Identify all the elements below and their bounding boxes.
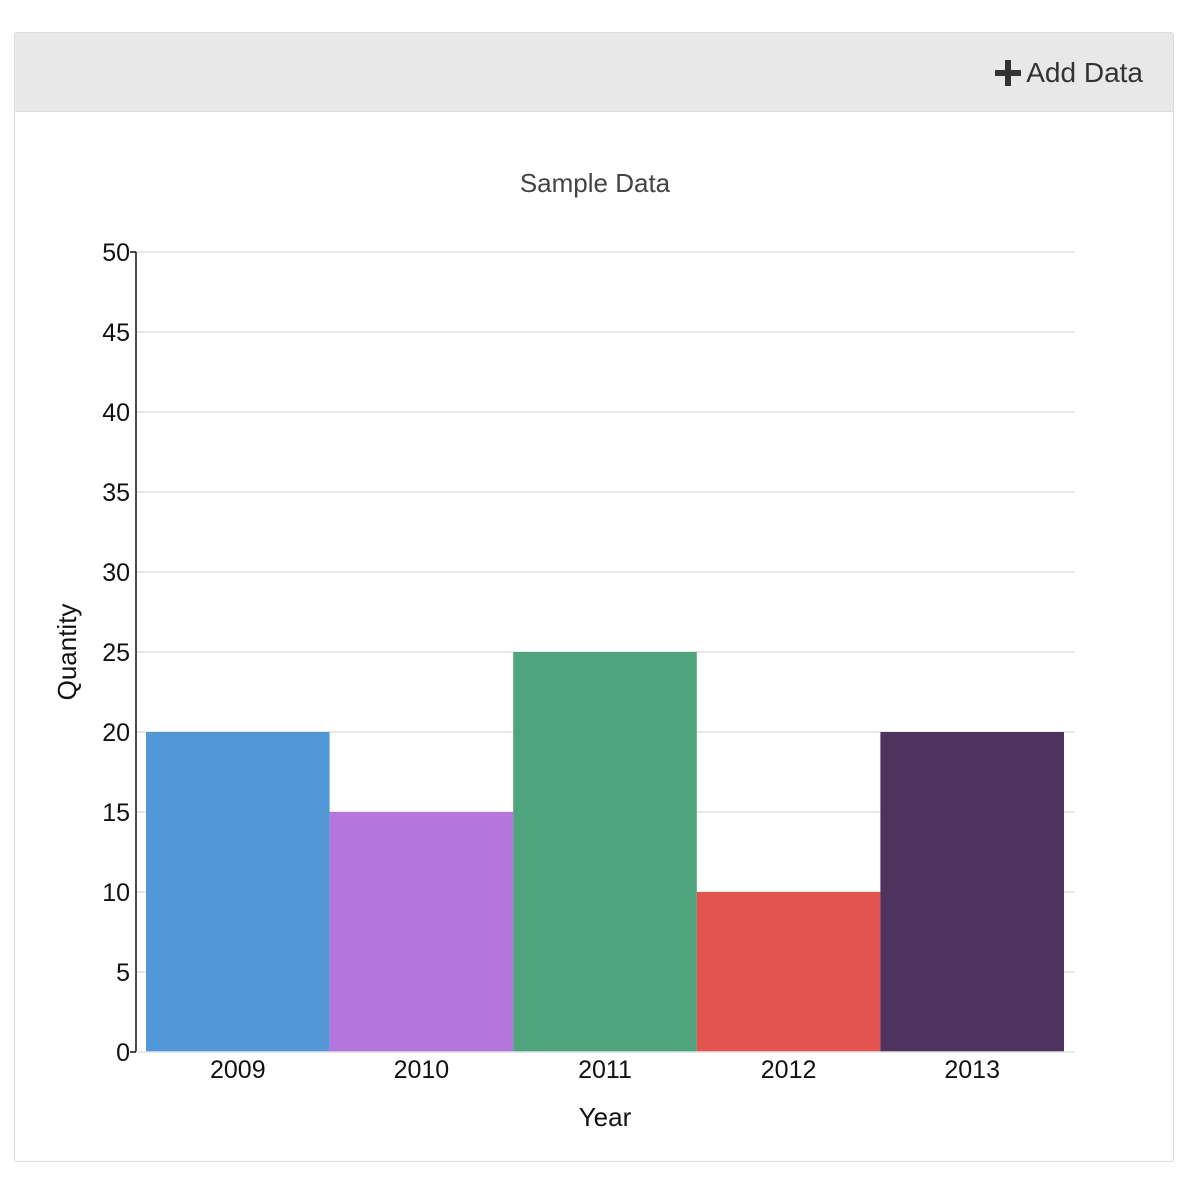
y-tick-label: 45 — [102, 319, 130, 347]
chart-title: Sample Data — [520, 168, 671, 198]
x-tick-labels: 2009 2010 2011 2012 2013 — [210, 1056, 1000, 1084]
x-tick-label: 2012 — [761, 1056, 817, 1084]
bars — [146, 652, 1064, 1052]
x-tick-label: 2011 — [578, 1056, 632, 1084]
y-tick-label: 10 — [102, 879, 130, 907]
bar-2013 — [880, 732, 1064, 1052]
add-data-button[interactable]: Add Data — [993, 55, 1143, 91]
y-tick-label: 40 — [102, 399, 130, 427]
y-tick-label: 5 — [116, 959, 130, 987]
x-axis-label: Year — [579, 1102, 632, 1132]
y-tick-label: 25 — [102, 639, 130, 667]
bar-2010 — [329, 812, 514, 1052]
x-tick-label: 2010 — [394, 1056, 450, 1084]
y-tick-label: 35 — [102, 479, 130, 507]
x-tick-label: 2013 — [944, 1056, 1000, 1084]
y-tick-labels: 0 5 10 15 20 25 30 35 40 45 50 — [102, 239, 130, 1067]
y-tick-label: 50 — [102, 239, 130, 267]
x-tick-label: 2009 — [210, 1056, 266, 1084]
y-tick-label: 0 — [116, 1039, 130, 1067]
y-tick-label: 15 — [102, 799, 130, 827]
y-tick-label: 20 — [102, 719, 130, 747]
add-data-label: Add Data — [1026, 57, 1143, 88]
axes — [130, 251, 1074, 1053]
plus-icon — [995, 60, 1022, 86]
bar-2012 — [696, 892, 881, 1052]
y-tick-label: 30 — [102, 559, 130, 587]
bar-2009 — [146, 732, 330, 1052]
panel-header: Add Data — [15, 33, 1173, 112]
y-axis-label: Quantity — [52, 604, 82, 701]
bar-2011 — [513, 652, 697, 1052]
